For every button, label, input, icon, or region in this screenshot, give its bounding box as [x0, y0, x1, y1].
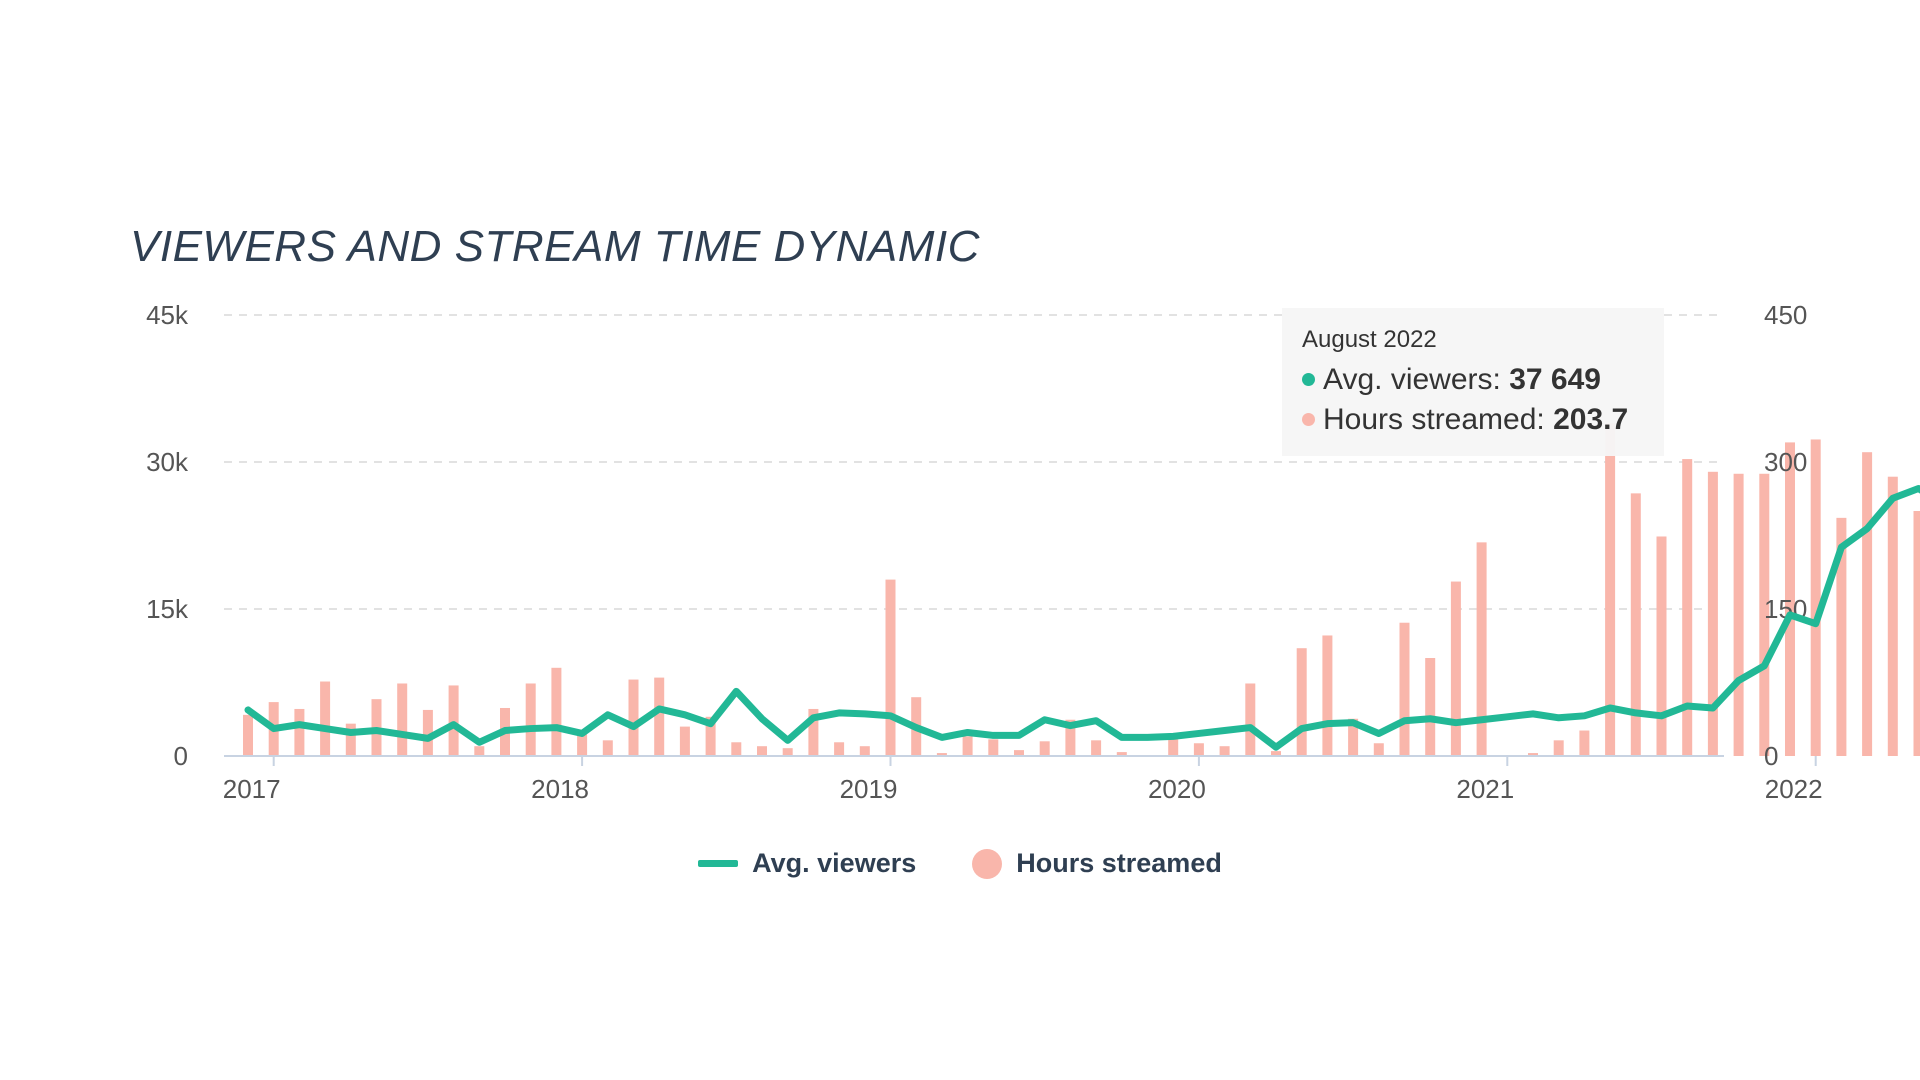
right-axis-tick-label: 450 — [1764, 300, 1807, 330]
bar-hours-streamed — [936, 753, 947, 756]
bar-hours-streamed — [1913, 511, 1920, 756]
bar-hours-streamed — [243, 714, 253, 756]
left-axis-tick-label: 15k — [146, 594, 189, 624]
tooltip-date: August 2022 — [1302, 326, 1437, 353]
bar-hours-streamed — [1091, 740, 1102, 756]
bar-hours-streamed — [602, 740, 613, 756]
bar-hours-streamed — [345, 723, 356, 756]
bar-hours-streamed — [1887, 476, 1898, 756]
bar-hours-streamed — [1014, 750, 1024, 756]
x-axis-tick-label: 2019 — [840, 774, 898, 804]
bar-hours-streamed — [782, 748, 793, 756]
bar-hours-streamed — [1733, 473, 1744, 756]
bar-hours-streamed — [448, 685, 459, 756]
circle-swatch-icon — [972, 848, 1003, 879]
bar-hours-streamed — [1271, 751, 1281, 756]
tooltip-viewers-label: Avg. viewers: — [1323, 363, 1510, 396]
bar-hours-streamed — [1065, 719, 1076, 756]
bar-hours-streamed — [859, 746, 870, 756]
bar-hours-streamed — [1245, 683, 1256, 756]
bar-hours-streamed — [1193, 743, 1204, 756]
x-axis-tick-label: 2017 — [223, 774, 281, 804]
bar-hours-streamed — [757, 746, 767, 756]
bar-hours-streamed — [422, 709, 433, 756]
bar-hours-streamed — [577, 734, 588, 756]
bar-hours-streamed — [1450, 581, 1461, 756]
bar-series-hours-streamed — [243, 422, 1920, 756]
left-axis-tick-label: 45k — [146, 300, 189, 330]
bar-hours-streamed — [1707, 471, 1718, 756]
right-axis-tick-label: 0 — [1764, 741, 1778, 771]
legend-item-hours-streamed[interactable]: Hours streamed — [972, 848, 1222, 879]
bar-hours-streamed — [474, 746, 485, 756]
left-axis-tick-label: 30k — [146, 447, 189, 477]
bar-hours-streamed — [1116, 752, 1127, 756]
line-avg-viewers — [244, 484, 1920, 751]
bar-hours-streamed — [1168, 739, 1179, 756]
bar-hours-streamed — [1373, 743, 1384, 756]
bar-hours-streamed — [1425, 658, 1436, 756]
bar-hours-streamed — [1862, 452, 1873, 756]
bar-hours-streamed — [1836, 517, 1847, 756]
bar-hours-streamed — [654, 677, 665, 756]
bar-hours-streamed — [525, 683, 536, 756]
x-axis-tick-label: 2018 — [531, 774, 589, 804]
bar-hours-streamed — [1656, 536, 1667, 756]
bar-hours-streamed — [1810, 439, 1821, 756]
bar-hours-streamed — [1039, 741, 1050, 756]
bar-hours-streamed — [962, 736, 973, 756]
bar-hours-streamed — [731, 742, 742, 756]
tooltip-hours-row: Hours streamed: 203.7 — [1302, 400, 1664, 440]
tooltip-hours-label: Hours streamed: — [1323, 403, 1554, 436]
tooltip-hours-value: 203.7 — [1553, 403, 1629, 436]
tooltip-viewers-value: 37 649 — [1509, 363, 1601, 396]
bar-hours-streamed — [705, 716, 716, 756]
bar-hours-streamed — [294, 708, 305, 756]
bar-hours-streamed — [628, 679, 639, 756]
bar-hours-streamed — [808, 708, 819, 756]
bar-hours-streamed — [1785, 442, 1795, 756]
x-axis-tick-label: 2021 — [1456, 774, 1514, 804]
left-axis-tick-label: 0 — [174, 741, 188, 771]
bar-hours-streamed — [1605, 422, 1616, 756]
legend-item-avg-viewers[interactable]: Avg. viewers — [698, 848, 916, 879]
bar-hours-streamed — [1682, 459, 1693, 756]
bar-hours-streamed — [1219, 746, 1230, 756]
bar-hours-streamed — [1759, 473, 1770, 756]
bar-hours-streamed — [988, 739, 999, 756]
line-swatch-icon — [698, 860, 739, 867]
hours-dot-icon — [1302, 412, 1315, 426]
bar-hours-streamed — [1322, 635, 1333, 756]
viewers-dot-icon — [1302, 372, 1315, 386]
bar-hours-streamed — [320, 681, 331, 756]
line-series-avg-viewers — [244, 484, 1920, 751]
bar-hours-streamed — [1296, 648, 1307, 756]
bar-hours-streamed — [885, 579, 896, 756]
legend-label-avg-viewers: Avg. viewers — [752, 848, 917, 878]
bar-hours-streamed — [551, 667, 562, 756]
chart-tooltip: August 2022 Avg. viewers: 37 649 Hours s… — [1282, 308, 1664, 456]
bar-hours-streamed — [397, 683, 408, 756]
right-axis-tick-label: 300 — [1764, 447, 1807, 477]
legend-label-hours-streamed: Hours streamed — [1016, 848, 1222, 878]
bar-hours-streamed — [1348, 718, 1359, 756]
bar-hours-streamed — [1528, 753, 1538, 756]
bar-hours-streamed — [1476, 542, 1487, 756]
x-axis-tick-label: 2022 — [1765, 774, 1823, 804]
bar-hours-streamed — [834, 742, 845, 756]
x-axis-tick-label: 2020 — [1148, 774, 1206, 804]
bar-hours-streamed — [679, 726, 690, 756]
bar-hours-streamed — [1630, 493, 1641, 756]
bar-hours-streamed — [1579, 730, 1590, 756]
bar-hours-streamed — [1399, 622, 1410, 756]
chart-legend: Avg. viewers Hours streamed — [0, 848, 1920, 879]
tooltip-viewers-row: Avg. viewers: 37 649 — [1302, 360, 1664, 400]
bar-hours-streamed — [1553, 740, 1564, 756]
chart-title: VIEWERS AND STREAM TIME DYNAMIC — [130, 222, 980, 271]
